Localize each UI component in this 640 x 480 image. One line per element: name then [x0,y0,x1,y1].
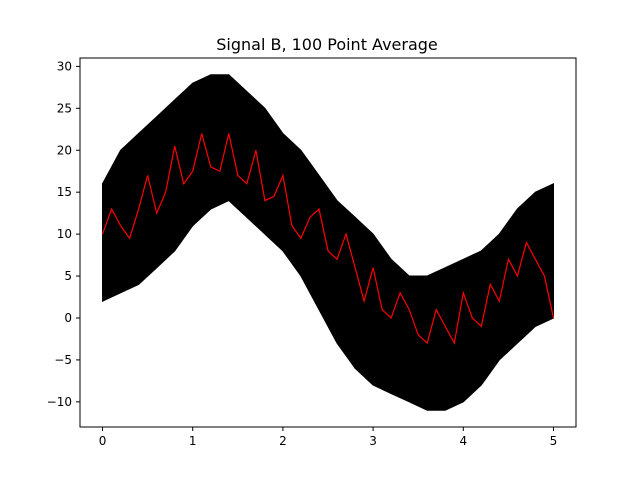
x-tick-label: 2 [279,434,287,448]
axes: 0 1 2 3 4 5 −10 −5 0 5 10 15 20 25 30 [47,57,577,448]
y-tick-label: 20 [57,143,72,157]
y-tick-label: 0 [64,311,72,325]
x-tick-label: 5 [550,434,558,448]
y-tick-label: 10 [57,227,72,241]
y-tick-label: 30 [57,59,72,73]
y-tick-label: −10 [47,395,72,409]
chart-title: Signal B, 100 Point Average [216,35,438,54]
x-tick-label: 0 [99,434,107,448]
axes-frame [79,57,577,428]
x-tick-label: 3 [369,434,377,448]
signal-band [102,74,554,411]
plot-area [101,74,555,411]
y-tick-label: −5 [54,353,72,367]
y-tick-label: 15 [57,185,72,199]
y-tick-label: 5 [64,269,72,283]
x-tick-label: 1 [189,434,197,448]
y-tick-label: 25 [57,101,72,115]
x-tick-label: 4 [459,434,467,448]
average-line [101,133,555,345]
